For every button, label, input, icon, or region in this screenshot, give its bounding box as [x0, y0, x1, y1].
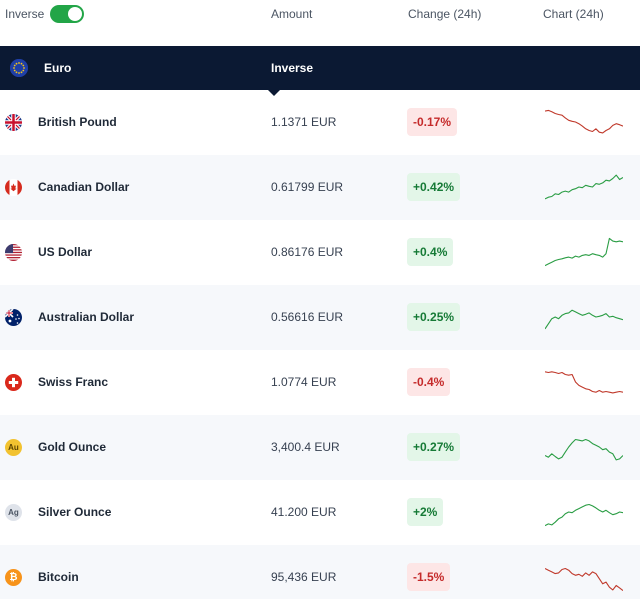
sparkline-line	[545, 174, 623, 200]
base-currency-name[interactable]: Euro	[44, 61, 72, 75]
sparkline-line	[545, 567, 623, 592]
column-header-change[interactable]: Change (24h)	[408, 7, 482, 21]
canada-flag-icon	[5, 179, 22, 196]
toggle-knob	[68, 7, 82, 21]
amount-value: 3,400.4 EUR	[271, 440, 340, 454]
change-badge: +0.4%	[407, 238, 454, 266]
gold-ounce-icon: Au	[5, 439, 22, 456]
table-row[interactable]: US Dollar 0.86176 EUR +0.4%	[0, 220, 640, 285]
table-row[interactable]: Canadian Dollar 0.61799 EUR +0.42%	[0, 155, 640, 220]
sparkline-line	[545, 503, 623, 527]
change-badge: +0.42%	[407, 173, 461, 201]
currency-name[interactable]: Swiss Franc	[38, 375, 109, 389]
currency-name[interactable]: British Pound	[38, 115, 117, 129]
sparkline-chart	[545, 438, 623, 461]
sparkline-line	[545, 237, 623, 267]
currency-name[interactable]: US Dollar	[38, 245, 93, 259]
table-row[interactable]: Swiss Franc 1.0774 EUR -0.4%	[0, 350, 640, 415]
sparkline-chart	[545, 503, 623, 527]
amount-value: 0.56616 EUR	[271, 310, 344, 324]
table-row[interactable]: British Pound 1.1371 EUR -0.17%	[0, 90, 640, 155]
sparkline-chart	[545, 371, 623, 394]
sparkline-chart	[545, 567, 623, 592]
column-header-chart: Chart (24h)	[543, 7, 604, 21]
sparkline-chart	[545, 109, 623, 134]
amount-value: 0.86176 EUR	[271, 245, 344, 259]
change-badge: -0.17%	[407, 108, 458, 136]
table-row[interactable]: Au Gold Ounce 3,400.4 EUR +0.27%	[0, 415, 640, 480]
currency-name[interactable]: Gold Ounce	[38, 440, 107, 454]
change-badge: +0.25%	[407, 303, 461, 331]
base-currency-row: Euro Inverse	[0, 46, 640, 90]
silver-ounce-icon: Ag	[5, 504, 22, 521]
australia-flag-icon	[5, 309, 22, 326]
currency-list: British Pound 1.1371 EUR -0.17% Canadian Do…	[0, 90, 640, 599]
sparkline-chart	[545, 309, 623, 330]
base-mode-label: Inverse	[271, 61, 314, 75]
inverse-toggle[interactable]	[50, 5, 84, 23]
swiss-flag-icon	[5, 374, 22, 391]
column-header-amount[interactable]: Amount	[271, 7, 313, 21]
caret-indicator	[268, 90, 280, 96]
amount-value: 41.200 EUR	[271, 505, 337, 519]
sparkline-chart	[545, 174, 623, 200]
currency-name[interactable]: Silver Ounce	[38, 505, 112, 519]
change-badge: +2%	[407, 498, 444, 526]
amount-value: 95,436 EUR	[271, 570, 337, 584]
eu-flag-icon	[10, 59, 28, 77]
sparkline-line	[545, 438, 623, 461]
currency-name[interactable]: Canadian Dollar	[38, 180, 130, 194]
change-badge: -1.5%	[407, 563, 451, 591]
inverse-label: Inverse	[5, 7, 45, 21]
us-flag-icon	[5, 244, 22, 261]
table-row[interactable]: Australian Dollar 0.56616 EUR +0.25%	[0, 285, 640, 350]
sparkline-line	[545, 109, 623, 134]
sparkline-line	[545, 309, 623, 330]
uk-flag-icon	[5, 114, 22, 131]
sparkline-chart	[545, 237, 623, 267]
amount-value: 0.61799 EUR	[271, 180, 344, 194]
table-row[interactable]: ₿ Bitcoin 95,436 EUR -1.5%	[0, 545, 640, 599]
table-header: Inverse Amount Change (24h) Chart (24h)	[0, 0, 640, 46]
change-badge: -0.4%	[407, 368, 451, 396]
change-badge: +0.27%	[407, 433, 461, 461]
currency-name[interactable]: Bitcoin	[38, 570, 79, 584]
table-row[interactable]: Ag Silver Ounce 41.200 EUR +2%	[0, 480, 640, 545]
bitcoin-icon: ₿	[5, 569, 22, 586]
amount-value: 1.1371 EUR	[271, 115, 337, 129]
sparkline-line	[545, 371, 623, 394]
currency-name[interactable]: Australian Dollar	[38, 310, 135, 324]
amount-value: 1.0774 EUR	[271, 375, 337, 389]
